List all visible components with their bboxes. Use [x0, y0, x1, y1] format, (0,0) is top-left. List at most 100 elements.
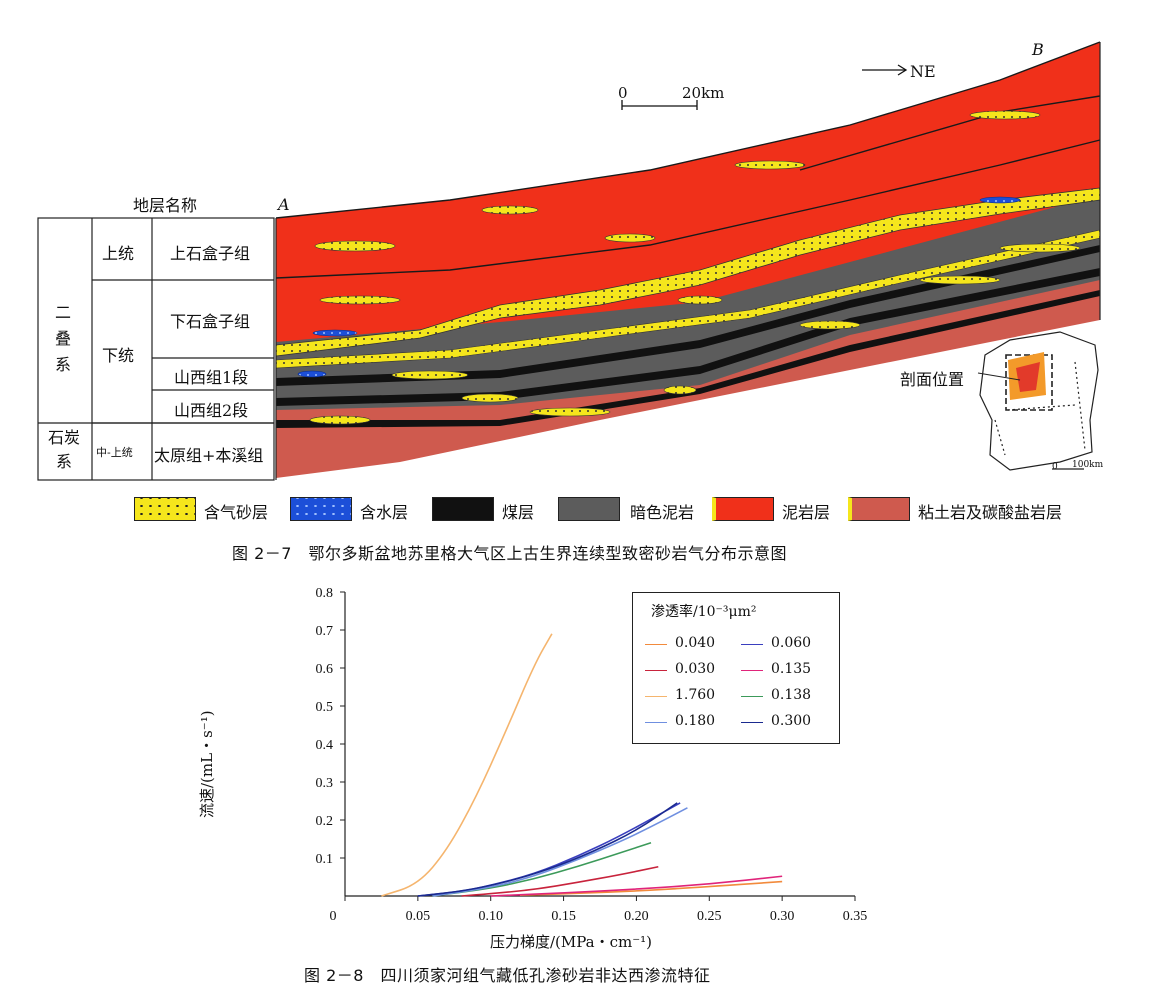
- series-upper: 上统: [102, 244, 135, 263]
- y-tick-label: 0.1: [316, 852, 334, 867]
- series-lower: 下统: [102, 346, 135, 365]
- x-tick-label: 0.25: [697, 909, 722, 924]
- formation-shanxi-1: 山西组1段: [174, 368, 249, 387]
- direction-label: NE: [910, 62, 936, 81]
- x-tick-label: 0.10: [478, 909, 503, 924]
- gas-sand-lens: [481, 205, 539, 215]
- water-lens: [312, 329, 358, 337]
- gas-sand-lens: [319, 295, 401, 305]
- boundary-upper-shihezi: [275, 139, 1101, 279]
- chart-y-axis-label: 流速/(mL・s⁻¹): [198, 710, 216, 818]
- gas-sand-lens: [461, 393, 519, 403]
- legend-swatch-clay-carbonate: [848, 497, 910, 521]
- gas-sand-lens: [734, 160, 806, 170]
- clay-carbonate-layer: [276, 275, 1100, 478]
- y-tick-label: 0.8: [316, 586, 334, 601]
- series-line-0.135: [490, 875, 783, 897]
- inset-map: [977, 331, 1099, 471]
- legend-swatch-coal: [432, 497, 494, 521]
- legend-label-water: 含水层: [360, 503, 409, 522]
- legend-label-0.135: 0.135: [771, 661, 812, 677]
- figure-2-7-caption: 图 2－7 鄂尔多斯盆地苏里格大气区上古生界连续型致密砂岩气分布示意图: [232, 544, 787, 563]
- water-lens: [297, 370, 327, 378]
- formation-taiyuan-benxi: 太原组+本溪组: [154, 446, 264, 465]
- legend-label-coal: 煤层: [502, 503, 535, 522]
- chart-series: [381, 633, 783, 897]
- gas-sand-lens: [314, 240, 396, 252]
- legend-line-0.300: [741, 722, 763, 723]
- gas-sand-lens: [529, 407, 611, 417]
- flow-rate-chart: 0 0.05 0.10 0.15 0.20 0.25 0.30 0.35 0.1 0.2 0.3 0.…: [316, 586, 868, 924]
- legend-line-1.760: [645, 696, 667, 697]
- legend-label-gas-sand: 含气砂层: [204, 503, 269, 522]
- dark-mudstone-layer: [276, 190, 1100, 410]
- series-line-0.300: [417, 802, 678, 897]
- legend-swatch-gas-sand: [134, 497, 196, 521]
- legend-label-0.180: 0.180: [675, 713, 716, 729]
- legend-swatch-mudstone: [712, 497, 774, 521]
- mudstone-layer: [276, 42, 1100, 342]
- chart-x-axis-label: 压力梯度/(MPa・cm⁻¹): [490, 933, 653, 951]
- gas-sand-lens: [799, 320, 861, 330]
- figure-2-8-caption: 图 2－8 四川须家河组气藏低孔渗砂岩非达西渗流特征: [304, 966, 711, 985]
- gas-sand-lens: [919, 275, 1001, 285]
- inset-scale-end-label: 100km: [1072, 460, 1104, 470]
- x-tick-label: 0.05: [406, 909, 431, 924]
- legend-line-0.030: [645, 670, 667, 671]
- y-tick-label: 0.6: [316, 662, 334, 677]
- system-carboniferous: 石炭系: [47, 428, 80, 471]
- x-tick-label: 0.35: [843, 909, 868, 924]
- y-tick-label: 0.5: [316, 700, 334, 715]
- legend-line-0.135: [741, 670, 763, 671]
- legend-label-0.030: 0.030: [675, 661, 716, 677]
- gas-sand-lens: [604, 233, 656, 243]
- scale-bar: [621, 100, 698, 110]
- chart-axes: 0 0.05 0.10 0.15 0.20 0.25 0.30 0.35 0.1 0.2 0.3 0.…: [316, 586, 868, 924]
- formation-lower-shihezi: 下石盒子组: [170, 312, 251, 331]
- x-tick-label: 0: [330, 909, 337, 924]
- cross-section: [275, 41, 1101, 480]
- legend-line-0.138: [741, 696, 763, 697]
- gas-sand-lens: [663, 385, 697, 395]
- y-tick-label: 0.3: [316, 776, 334, 791]
- gas-sand-lens: [309, 415, 371, 425]
- legend-line-0.040: [645, 644, 667, 645]
- legend-label-0.040: 0.040: [675, 635, 716, 651]
- legend-swatch-dark-mudstone: [558, 497, 620, 521]
- gas-sand-lens: [391, 370, 469, 380]
- gas-sand-lens: [999, 243, 1081, 253]
- direction-arrow-icon: [862, 64, 908, 76]
- legend-label-0.060: 0.060: [771, 635, 812, 651]
- legend-swatch-water: [290, 497, 352, 521]
- y-tick-label: 0.2: [316, 814, 334, 829]
- gas-sand-lens: [677, 295, 723, 305]
- series-middle-upper: 中-上统: [96, 446, 133, 459]
- legend-line-0.060: [741, 644, 763, 645]
- series-line-0.060: [417, 802, 681, 897]
- chart-legend-title: 渗透率/10⁻³μm²: [651, 604, 757, 620]
- water-lens: [979, 196, 1021, 204]
- stratigraphy-header: 地层名称: [133, 196, 198, 215]
- scale-end-label: 20km: [682, 84, 725, 102]
- series-line-0.030: [461, 865, 659, 897]
- legend-label-0.138: 0.138: [771, 687, 812, 703]
- chart-legend: 渗透率/10⁻³μm² 0.040 0.060 0.030 0.135 1.760 0.1…: [632, 592, 840, 744]
- series-line-1.760: [381, 633, 553, 897]
- formation-shanxi-2: 山西组2段: [174, 401, 249, 420]
- stratigraphy-table-lines: [37, 217, 275, 481]
- series-line-0.180: [432, 807, 688, 897]
- formation-upper-shihezi: 上石盒子组: [170, 244, 251, 263]
- system-permian: 二叠系: [54, 303, 71, 374]
- point-b-label: B: [1032, 40, 1044, 59]
- point-a-label: A: [278, 195, 290, 214]
- y-tick-label: 0.4: [316, 738, 334, 753]
- inset-location-label: 剖面位置: [900, 370, 965, 389]
- y-tick-label: 0.7: [316, 624, 334, 639]
- scale-start-label: 0: [618, 84, 628, 102]
- legend-label-clay-carbonate: 粘土岩及碳酸盐岩层: [918, 503, 1063, 522]
- legend-label-mudstone: 泥岩层: [782, 503, 831, 522]
- legend-line-0.180: [645, 722, 667, 723]
- legend-label-dark-mudstone: 暗色泥岩: [630, 503, 695, 522]
- x-tick-label: 0.15: [551, 909, 576, 924]
- inset-scale-start-label: 0: [1052, 462, 1058, 472]
